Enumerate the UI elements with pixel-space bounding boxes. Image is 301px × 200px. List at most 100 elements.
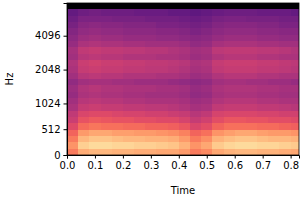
cell xyxy=(246,34,258,41)
cell xyxy=(145,91,157,98)
cell xyxy=(78,66,90,73)
cell xyxy=(291,97,299,104)
cell xyxy=(67,148,79,155)
cell xyxy=(190,3,202,9)
cell xyxy=(78,28,90,35)
cell xyxy=(201,135,213,142)
cell xyxy=(89,53,101,60)
cell xyxy=(89,85,101,92)
y-tick: 1024 xyxy=(35,98,67,109)
cell xyxy=(201,85,213,92)
cell xyxy=(268,21,280,28)
cell xyxy=(89,59,101,66)
x-tick: 0.0 xyxy=(60,155,76,171)
cell xyxy=(291,40,299,47)
cell xyxy=(212,15,224,22)
cell xyxy=(145,15,157,22)
cell xyxy=(279,135,291,142)
cell xyxy=(224,123,236,130)
cell xyxy=(279,3,291,9)
cell xyxy=(112,59,124,66)
cell xyxy=(112,110,124,117)
cell xyxy=(201,148,213,155)
cell xyxy=(291,28,299,35)
cell xyxy=(224,9,236,16)
cell xyxy=(268,91,280,98)
cell xyxy=(168,104,180,111)
cell xyxy=(145,59,157,66)
cell xyxy=(156,91,168,98)
cell xyxy=(168,85,180,92)
cell xyxy=(168,28,180,35)
cell xyxy=(291,116,299,123)
cell xyxy=(201,78,213,85)
cell xyxy=(246,66,258,73)
cell xyxy=(89,104,101,111)
cell xyxy=(235,66,247,73)
cell xyxy=(279,59,291,66)
cell xyxy=(134,97,146,104)
cell xyxy=(134,142,146,149)
cell xyxy=(89,123,101,130)
y-tick-mark xyxy=(64,36,68,37)
cell xyxy=(78,40,90,47)
x-tick-label: 0.4 xyxy=(171,160,187,171)
cell xyxy=(123,135,135,142)
cell xyxy=(268,53,280,60)
cell xyxy=(257,66,269,73)
cell xyxy=(268,78,280,85)
cell xyxy=(235,97,247,104)
cell xyxy=(89,66,101,73)
cell xyxy=(78,104,90,111)
cell xyxy=(156,59,168,66)
y-tick-label: 512 xyxy=(41,124,60,135)
cell xyxy=(156,21,168,28)
y-axis: 0512102420484096 xyxy=(35,4,67,161)
cell xyxy=(179,59,191,66)
cell xyxy=(179,9,191,16)
x-axis-title: Time xyxy=(170,185,195,196)
cell xyxy=(224,148,236,155)
y-tick-mark xyxy=(64,129,68,130)
cell xyxy=(279,15,291,22)
cell xyxy=(246,3,258,9)
cell xyxy=(156,34,168,41)
cell xyxy=(268,148,280,155)
x-tick-mark xyxy=(235,155,236,159)
x-tick: 0.7 xyxy=(255,155,271,171)
cell xyxy=(246,116,258,123)
cell xyxy=(212,53,224,60)
cell xyxy=(201,40,213,47)
cell xyxy=(123,104,135,111)
cell xyxy=(201,3,213,9)
cell xyxy=(168,110,180,117)
cell xyxy=(134,3,146,9)
cell xyxy=(224,78,236,85)
cell xyxy=(201,129,213,136)
cell xyxy=(257,3,269,9)
cell xyxy=(134,72,146,79)
cell xyxy=(89,3,101,9)
x-tick-label: 0.7 xyxy=(255,160,271,171)
cell xyxy=(179,97,191,104)
cell xyxy=(268,28,280,35)
cell xyxy=(123,34,135,41)
x-tick: 0.1 xyxy=(87,155,103,171)
cell xyxy=(212,91,224,98)
x-axis-line xyxy=(68,156,300,159)
cell xyxy=(268,72,280,79)
cell xyxy=(112,142,124,149)
cell xyxy=(101,97,113,104)
cell xyxy=(257,91,269,98)
cell xyxy=(179,104,191,111)
cell xyxy=(257,47,269,54)
cell xyxy=(101,85,113,92)
cell xyxy=(235,9,247,16)
cell xyxy=(279,34,291,41)
cell xyxy=(212,28,224,35)
cell xyxy=(67,15,79,22)
cell xyxy=(145,142,157,149)
cell xyxy=(156,28,168,35)
cell xyxy=(268,104,280,111)
cell xyxy=(212,104,224,111)
